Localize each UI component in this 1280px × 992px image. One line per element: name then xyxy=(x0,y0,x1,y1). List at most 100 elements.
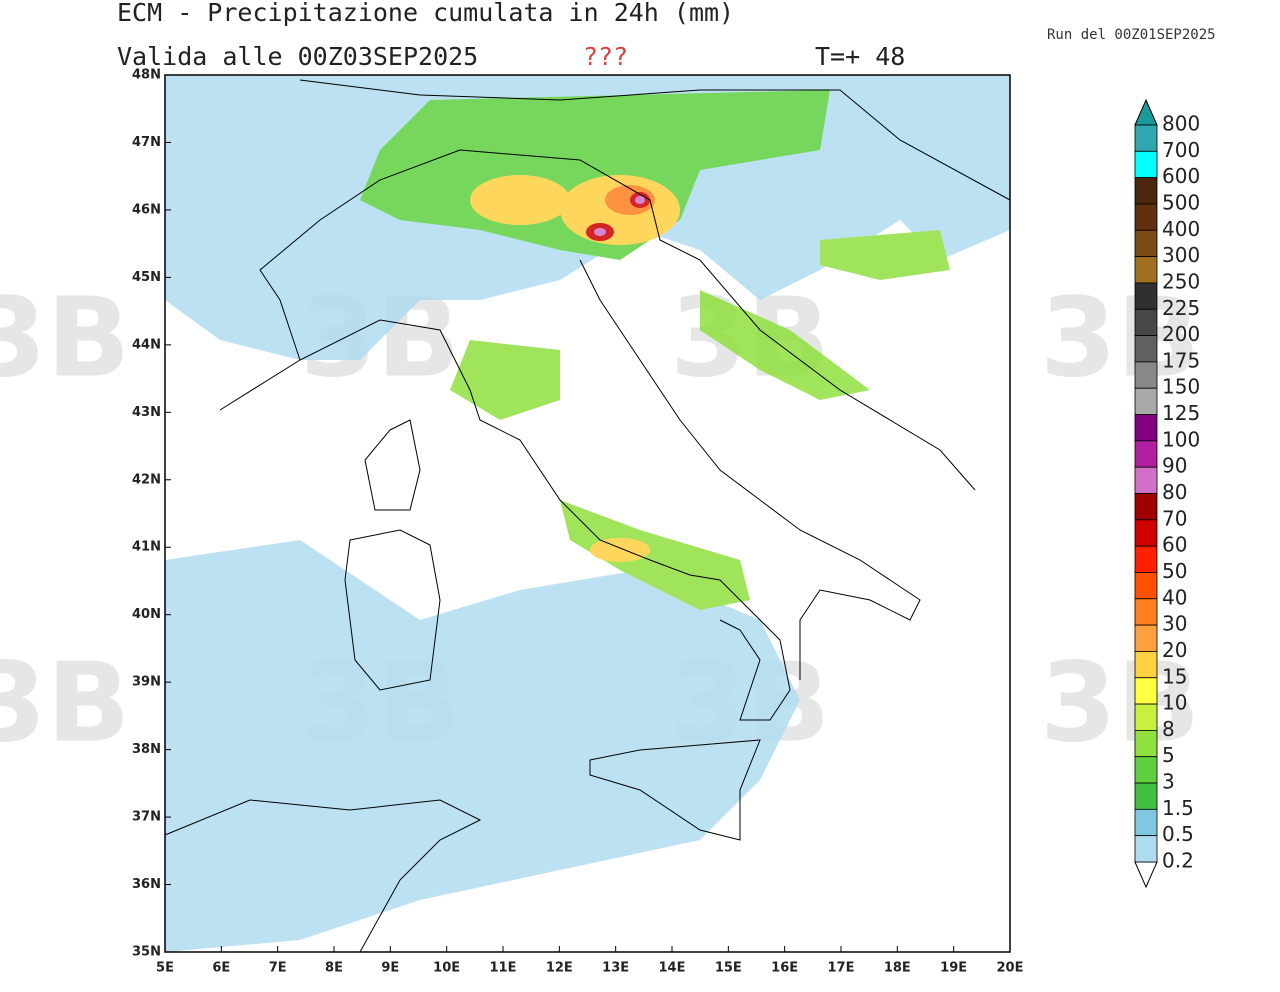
x-tick-label: 9E xyxy=(381,961,399,976)
colorbar-box xyxy=(1134,651,1158,679)
coastline xyxy=(579,259,921,680)
colorbar-label: 15 xyxy=(1162,664,1187,688)
colorbar-box xyxy=(1134,335,1158,363)
colorbar-label: 250 xyxy=(1162,269,1200,293)
x-tick-label: 16E xyxy=(771,961,798,976)
x-tick-label: 15E xyxy=(715,961,742,976)
colorbar-box xyxy=(1134,282,1158,310)
x-tick-label: 12E xyxy=(546,961,573,976)
y-tick-label: 46N xyxy=(132,202,161,217)
colorbar-label: 90 xyxy=(1162,454,1187,478)
y-tick-label: 36N xyxy=(132,877,161,892)
x-tick-label: 11E xyxy=(490,961,517,976)
colorbar-label: 500 xyxy=(1162,190,1200,214)
x-tick-label: 5E xyxy=(156,961,174,976)
colorbar-box xyxy=(1134,256,1158,284)
colorbar-label: 40 xyxy=(1162,585,1187,609)
colorbar-label: 60 xyxy=(1162,533,1187,557)
colorbar-label: 400 xyxy=(1162,217,1200,241)
rain-area xyxy=(560,500,750,610)
colorbar-box xyxy=(1134,756,1158,784)
rain-area xyxy=(700,290,870,400)
x-tick-label: 14E xyxy=(659,961,686,976)
x-tick-label: 19E xyxy=(940,961,967,976)
colorbar-box xyxy=(1134,361,1158,389)
colorbar-box xyxy=(1134,124,1158,152)
rain-area xyxy=(594,228,606,236)
colorbar-box xyxy=(1134,150,1158,179)
colorbar-over xyxy=(1134,98,1158,126)
watermark: 3B xyxy=(0,273,130,401)
axes: 5E 6E 7E 8E 9E 10E 11E 12E 13E 14E 15E 16E 17E 18E 19E… xyxy=(132,68,1023,976)
y-tick-label: 40N xyxy=(132,607,161,622)
rain-area xyxy=(360,90,830,260)
colorbar-box xyxy=(1134,677,1158,705)
y-tick-label: 38N xyxy=(132,742,161,757)
colorbar-box xyxy=(1134,466,1158,494)
colorbar-box xyxy=(1134,598,1158,626)
colorbar-label: 30 xyxy=(1162,612,1187,636)
y-tick-label: 41N xyxy=(132,540,161,555)
colorbar-box xyxy=(1134,387,1158,415)
colorbar-box xyxy=(1134,782,1158,810)
step: T=+ 48 xyxy=(815,42,905,71)
rain-area xyxy=(470,175,570,225)
rain-area xyxy=(165,540,800,952)
x-tick-label: 8E xyxy=(325,961,343,976)
colorbar-box xyxy=(1134,519,1158,547)
colorbar-box xyxy=(1134,624,1158,652)
colorbar-label: 70 xyxy=(1162,506,1187,530)
x-tick-label: 10E xyxy=(433,961,460,976)
colorbar-box xyxy=(1134,493,1158,521)
colorbar-label: 125 xyxy=(1162,401,1200,425)
rain-area xyxy=(820,230,950,280)
colorbar-label: 10 xyxy=(1162,691,1187,715)
colorbar-box xyxy=(1134,203,1158,231)
y-tick-label: 43N xyxy=(132,405,161,420)
y-tick-label: 39N xyxy=(132,675,161,690)
colorbar-box xyxy=(1134,545,1158,573)
y-tick-label: 37N xyxy=(132,810,161,825)
flag: ??? xyxy=(583,42,628,71)
y-tick-label: 45N xyxy=(132,270,161,285)
x-tick-label: 7E xyxy=(269,961,287,976)
x-tick-label: 17E xyxy=(828,961,855,976)
colorbar-label: 700 xyxy=(1162,138,1200,162)
watermark: 3B xyxy=(1040,638,1200,766)
valid-time: Valida alle 00Z03SEP2025 xyxy=(117,42,478,71)
y-tick-label: 42N xyxy=(132,472,161,487)
colorbar-label: 600 xyxy=(1162,164,1200,188)
colorbar-box xyxy=(1134,229,1158,258)
coastline xyxy=(589,739,761,841)
x-tick-label: 13E xyxy=(602,961,629,976)
colorbar-label: 20 xyxy=(1162,638,1187,662)
colorbar-box xyxy=(1134,177,1158,205)
colorbar-label: 175 xyxy=(1162,348,1200,372)
y-tick-label: 35N xyxy=(132,945,161,960)
colorbar-label: 3 xyxy=(1162,770,1175,794)
coastline xyxy=(219,319,791,721)
colorbar-label: 0.5 xyxy=(1162,822,1194,846)
colorbar-label: 225 xyxy=(1162,296,1200,320)
x-tick-label: 6E xyxy=(212,961,230,976)
colorbar-label: 200 xyxy=(1162,322,1200,346)
colorbar-label: 800 xyxy=(1162,112,1200,136)
colorbar-box xyxy=(1134,308,1158,336)
watermark: 3B xyxy=(0,638,130,766)
coastline xyxy=(259,149,976,491)
colorbar-under xyxy=(1134,861,1158,889)
colorbar-box xyxy=(1134,414,1158,442)
x-tick-label: 20E xyxy=(997,961,1024,976)
y-tick-label: 48N xyxy=(132,68,161,83)
watermark: 3B xyxy=(1040,273,1200,401)
coastline xyxy=(344,529,441,691)
coastline xyxy=(364,419,421,511)
border xyxy=(299,79,1011,201)
rain-area xyxy=(590,538,650,562)
colorbar-box xyxy=(1134,808,1158,837)
run: Run del 00Z01SEP2025 xyxy=(1047,27,1216,43)
precip-field xyxy=(165,75,1010,952)
rain-area xyxy=(635,196,645,204)
colorbar-box xyxy=(1134,729,1158,758)
